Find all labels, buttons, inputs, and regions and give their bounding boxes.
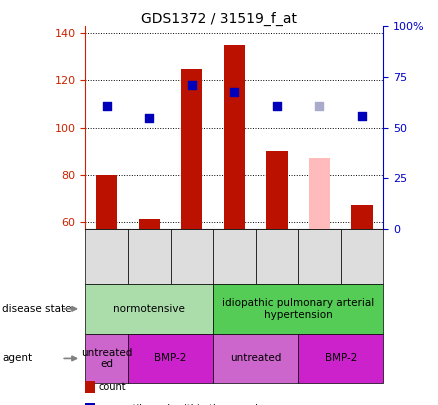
Text: untreated: untreated bbox=[230, 354, 281, 363]
Point bbox=[146, 115, 153, 122]
Text: normotensive: normotensive bbox=[113, 304, 185, 314]
Text: BMP-2: BMP-2 bbox=[154, 354, 187, 363]
Bar bbox=[266, 151, 287, 229]
Point bbox=[316, 103, 323, 110]
Text: disease state: disease state bbox=[2, 304, 72, 314]
Point bbox=[231, 89, 238, 96]
Bar bbox=[96, 175, 117, 229]
Bar bbox=[181, 69, 202, 229]
Bar bbox=[224, 45, 245, 229]
Point bbox=[188, 82, 195, 88]
Bar bbox=[351, 205, 373, 229]
Text: GDS1372 / 31519_f_at: GDS1372 / 31519_f_at bbox=[141, 12, 297, 26]
Text: idiopathic pulmonary arterial
hypertension: idiopathic pulmonary arterial hypertensi… bbox=[222, 298, 374, 320]
Point bbox=[103, 103, 110, 110]
Bar bbox=[309, 158, 330, 229]
Point bbox=[358, 113, 365, 119]
Point bbox=[273, 103, 280, 110]
Text: untreated
ed: untreated ed bbox=[81, 347, 132, 369]
Bar bbox=[138, 220, 160, 229]
Text: agent: agent bbox=[2, 354, 32, 363]
Text: count: count bbox=[99, 382, 126, 392]
Text: BMP-2: BMP-2 bbox=[325, 354, 357, 363]
